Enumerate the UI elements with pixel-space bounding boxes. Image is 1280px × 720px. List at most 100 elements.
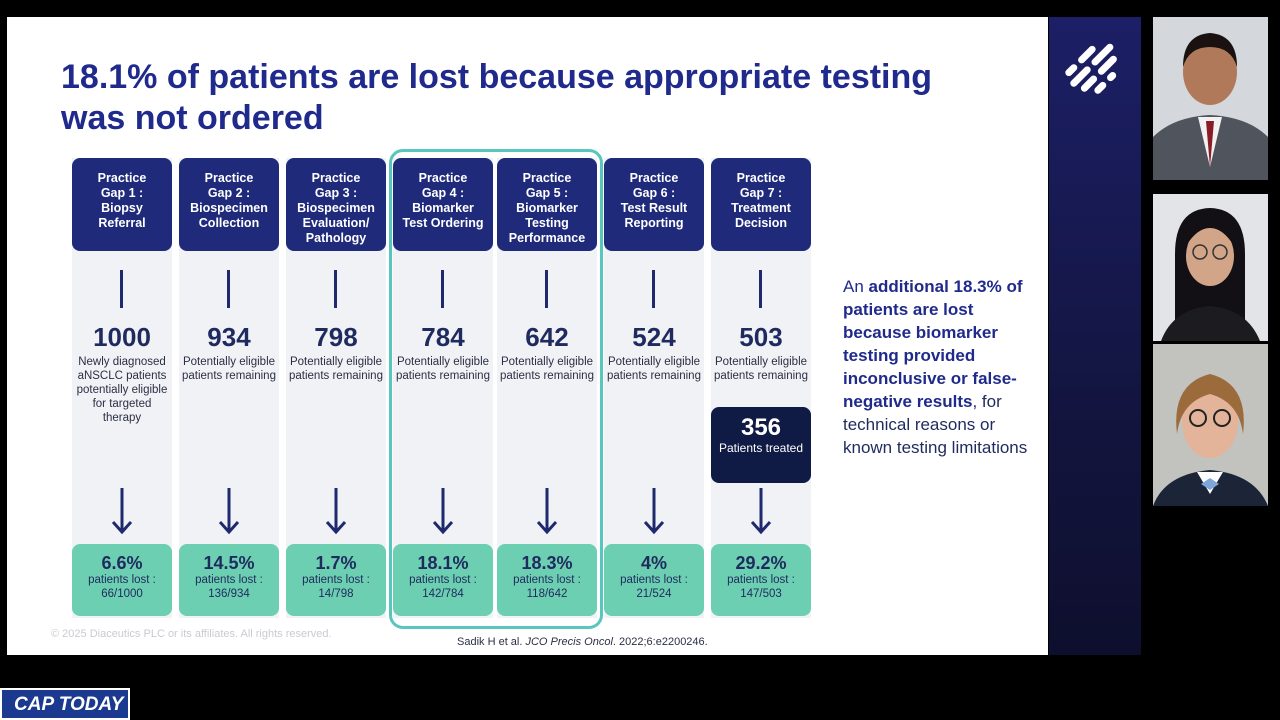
lost-ratio: 14/798 (318, 588, 354, 600)
participant-avatar-icon (1153, 344, 1268, 506)
lost-ratio: 21/524 (636, 588, 672, 600)
practice-gap-column: Practice Gap 6 : Test Result Reporting 5… (604, 158, 704, 618)
citation-journal: JCO Precis Oncol (525, 636, 613, 648)
cap-today-watermark: CAP TODAY (0, 688, 130, 720)
count-description: Potentially eligible patients remaining (396, 356, 490, 382)
count-description: Newly diagnosed aNSCLC patients potentia… (76, 356, 168, 424)
participant-avatar-icon (1153, 194, 1268, 341)
connector-line (227, 270, 230, 308)
patient-count: 642 (525, 322, 569, 352)
patients-lost-box: 4% patients lost : 21/524 (604, 544, 704, 616)
lost-label: patients lost : (727, 574, 795, 586)
gap-header-line: Test Result (620, 201, 688, 215)
presentation-slide: 18.1% of patients are lost because appro… (7, 17, 1048, 655)
down-arrow-icon (643, 488, 665, 535)
citation-authors: Sadik H et al. (457, 636, 526, 648)
citation-details: . 2022;6:e2200246. (612, 636, 708, 648)
lost-label: patients lost : (88, 574, 156, 586)
practice-gap-column: Practice Gap 7 : Treatment Decision 503 … (711, 158, 811, 618)
side-note: An additional 18.3% of patients are lost… (843, 275, 1033, 459)
connector-line (545, 270, 548, 308)
brand-logo-icon (1065, 43, 1117, 94)
participant-video[interactable] (1153, 194, 1268, 341)
gap-header-line: Practice (311, 171, 361, 185)
patients-treated-box: 356 Patients treated (711, 407, 811, 483)
connector-line (441, 270, 444, 308)
gap-header-line: Treatment (731, 201, 791, 215)
lost-label: patients lost : (409, 574, 477, 586)
gap-header: Practice Gap 6 : Test Result Reporting (604, 158, 704, 251)
patient-count: 524 (632, 322, 676, 352)
patients-lost-box: 6.6% patients lost : 66/1000 (72, 544, 172, 616)
down-arrow-icon (432, 488, 454, 535)
gap-header-line: Practice (629, 171, 679, 185)
practice-gap-column: Practice Gap 3 : Biospecimen Evaluation/… (286, 158, 386, 618)
practice-gap-column: Practice Gap 1 : Biopsy Referral 1000 Ne… (72, 158, 172, 618)
lost-ratio: 136/934 (208, 588, 250, 600)
gap-header: Practice Gap 7 : Treatment Decision (711, 158, 811, 251)
side-note-bold: additional 18.3% of patients are lost be… (843, 277, 1023, 411)
gap-header-line: Biomarker (412, 201, 474, 215)
gap-header-line: Reporting (624, 216, 684, 230)
gap-header-line: Gap 4 : (421, 186, 465, 200)
patients-lost-box: 1.7% patients lost : 14/798 (286, 544, 386, 616)
connector-line (334, 270, 337, 308)
side-note-text: , for technical reasons or known testing… (843, 392, 1028, 457)
count-description: Potentially eligible patients remaining (607, 356, 701, 382)
lost-label: patients lost : (513, 574, 581, 586)
gap-header: Practice Gap 5 : Biomarker Testing Perfo… (497, 158, 597, 251)
participant-video[interactable] (1153, 17, 1268, 180)
count-description: Potentially eligible patients remaining (289, 356, 383, 382)
lost-ratio: 66/1000 (101, 588, 143, 600)
gap-header: Practice Gap 1 : Biopsy Referral (72, 158, 172, 251)
count-description: Potentially eligible patients remaining (182, 356, 276, 382)
lost-label: patients lost : (620, 574, 688, 586)
gap-header-line: Gap 5 : (525, 186, 569, 200)
lost-percent: 6.6% (101, 553, 143, 573)
practice-gap-column: Practice Gap 5 : Biomarker Testing Perfo… (497, 158, 597, 618)
gap-header-line: Practice (418, 171, 468, 185)
down-arrow-icon (111, 488, 133, 535)
patient-count: 503 (739, 322, 783, 352)
participant-video[interactable] (1153, 344, 1268, 506)
gap-header-line: Biomarker (516, 201, 578, 215)
lost-label: patients lost : (302, 574, 370, 586)
gap-header: Practice Gap 3 : Biospecimen Evaluation/… (286, 158, 386, 251)
count-description: Potentially eligible patients remaining (714, 356, 808, 382)
patients-lost-box: 18.1% patients lost : 142/784 (393, 544, 493, 616)
down-arrow-icon (750, 488, 772, 535)
connector-line (759, 270, 762, 308)
gap-header-line: Gap 3 : (314, 186, 358, 200)
slide-title: 18.1% of patients are lost because appro… (61, 58, 933, 137)
patient-count: 1000 (93, 322, 151, 352)
participant-avatar-icon (1153, 17, 1268, 180)
lost-percent: 1.7% (315, 553, 357, 573)
treated-label: Patients treated (718, 441, 804, 455)
gap-header-line: Practice (522, 171, 572, 185)
lost-percent: 18.3% (521, 553, 573, 573)
lost-ratio: 147/503 (740, 588, 782, 600)
connector-line (120, 270, 123, 308)
gap-header-line: Collection (198, 216, 260, 230)
gap-header-line: Biopsy (101, 201, 143, 215)
gap-header: Practice Gap 4 : Biomarker Test Ordering (393, 158, 493, 251)
gap-header-line: Test Ordering (402, 216, 484, 230)
lost-percent: 29.2% (735, 553, 787, 573)
gap-header-line: Evaluation/ Pathology (302, 216, 370, 245)
patient-count: 798 (314, 322, 358, 352)
practice-gap-column: Practice Gap 2 : Biospecimen Collection … (179, 158, 279, 618)
gap-header-line: Gap 7 : (739, 186, 783, 200)
patients-lost-box: 29.2% patients lost : 147/503 (711, 544, 811, 616)
patient-count: 934 (207, 322, 251, 352)
practice-gap-column: Practice Gap 4 : Biomarker Test Ordering… (393, 158, 493, 618)
lost-percent: 14.5% (203, 553, 255, 573)
side-note-text: An (843, 277, 869, 296)
lost-ratio: 118/642 (526, 588, 568, 600)
gap-header-line: Decision (734, 216, 788, 230)
down-arrow-icon (536, 488, 558, 535)
gap-header-line: Practice (97, 171, 147, 185)
highlight-frame (389, 149, 603, 629)
patients-lost-box: 14.5% patients lost : 136/934 (179, 544, 279, 616)
brand-sidebar (1049, 17, 1141, 655)
connector-line (652, 270, 655, 308)
